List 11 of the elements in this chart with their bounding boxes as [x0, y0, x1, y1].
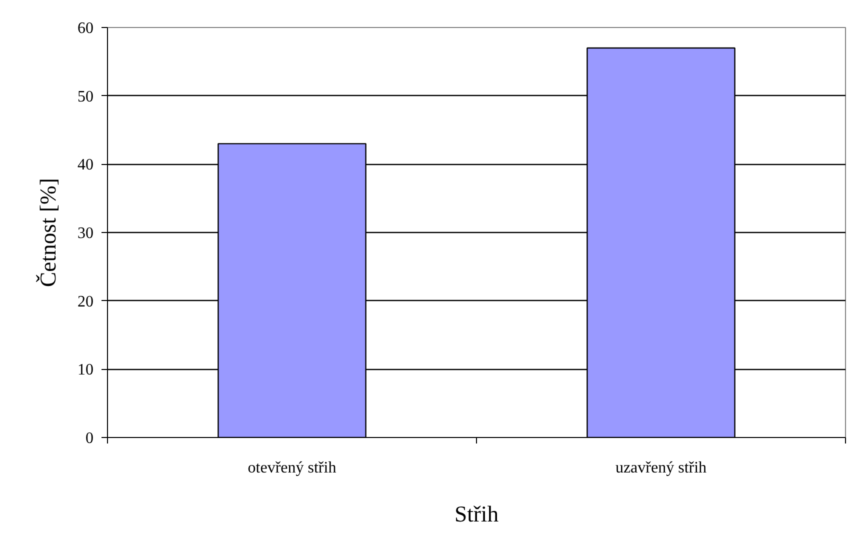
- y-tick-label: 50: [78, 88, 94, 106]
- y-tick-label: 10: [78, 362, 94, 379]
- y-tick-label: 40: [78, 156, 94, 174]
- x-tick-label: uzavřený střih: [615, 460, 707, 476]
- y-tick-label: 30: [78, 225, 94, 242]
- y-tick-label: 20: [78, 293, 94, 310]
- y-axis-title: Četnost [%]: [36, 178, 60, 287]
- y-tick-label: 0: [86, 430, 94, 447]
- y-tick-label: 60: [78, 20, 94, 37]
- x-axis-title: Střih: [454, 502, 500, 526]
- x-tick-label: otevřený střih: [248, 460, 336, 476]
